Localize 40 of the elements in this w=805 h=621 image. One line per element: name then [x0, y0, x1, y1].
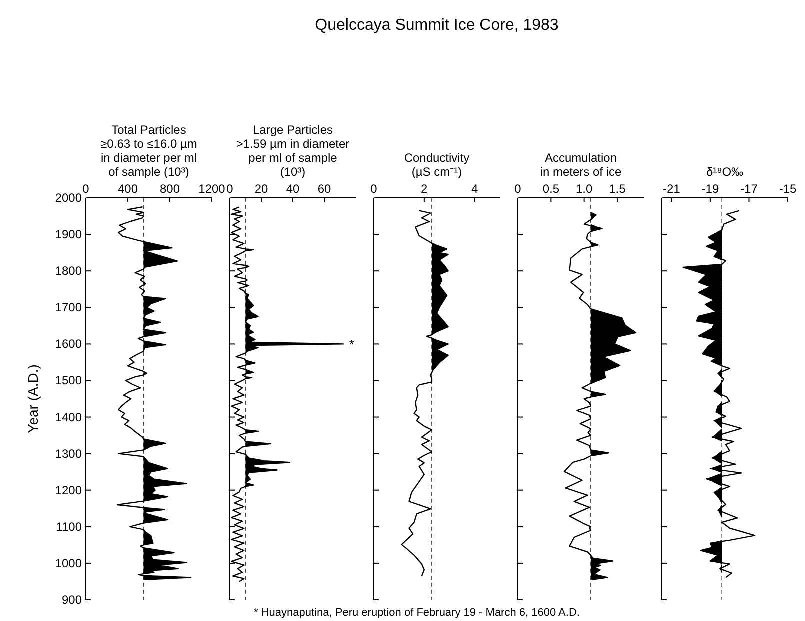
x-tick-label: 400 — [118, 182, 138, 196]
y-tick-label: 1200 — [55, 483, 82, 498]
x-tick-label: 1.5 — [609, 182, 626, 196]
y-tick-label: 1000 — [55, 556, 82, 570]
x-tick-label: 800 — [160, 182, 180, 196]
y-tick-label: 1800 — [55, 264, 82, 278]
x-tick-label: -17 — [740, 182, 758, 196]
x-axis-title: δ¹⁸O‰ — [706, 165, 744, 179]
x-tick-label: 2 — [421, 182, 428, 196]
y-tick-label: 1300 — [55, 446, 82, 461]
x-axis-title: Total Particles ≥0.63 to ≤16.0 µm in diameter per ml of sample (10³) — [100, 123, 198, 179]
x-tick-label: 0 — [226, 182, 234, 196]
x-tick-label: 60 — [318, 182, 332, 196]
x-tick-label: 0 — [370, 182, 378, 196]
annotation: * — [349, 337, 354, 352]
y-tick-label: 1600 — [55, 337, 82, 352]
x-tick-label: -21 — [663, 182, 681, 196]
y-tick-label: 1700 — [55, 300, 82, 315]
x-tick-label: 20 — [254, 182, 268, 196]
x-tick-label: 4 — [471, 182, 478, 196]
y-tick-label: 2000 — [55, 191, 82, 205]
y-axis-title: Year (A.D.) — [25, 364, 41, 434]
y-tick-label: 1100 — [56, 520, 82, 534]
text: * Huaynaputina, Peru eruption of February 19 - March 6, 1600 A.D. — [254, 607, 580, 619]
x-axis-title: Conductivity (µS cm⁻¹) — [404, 151, 470, 179]
x-tick-label: -19 — [702, 182, 720, 196]
x-tick-label: 0.5 — [542, 182, 560, 196]
x-tick-label: 0 — [82, 182, 90, 196]
y-tick-label: 1400 — [55, 410, 82, 424]
y-tick-label: 900 — [62, 593, 82, 607]
x-tick-label: -15 — [779, 182, 797, 196]
x-tick-label: 40 — [286, 182, 300, 196]
chart-title: Quelccaya Summit Ice Core, 1983 — [315, 17, 559, 34]
x-tick-label: 1.0 — [576, 182, 593, 196]
x-tick-label: 0 — [514, 182, 522, 196]
x-axis-title: Large Particles >1.59 µm in diameter per ml of sample (10³) — [236, 123, 350, 179]
x-axis-title: Accumulation in meters of ice — [540, 151, 622, 179]
y-tick-label: 1900 — [55, 228, 82, 242]
y-tick-label: 1500 — [55, 374, 82, 388]
x-tick-label: 1200 — [198, 182, 226, 196]
